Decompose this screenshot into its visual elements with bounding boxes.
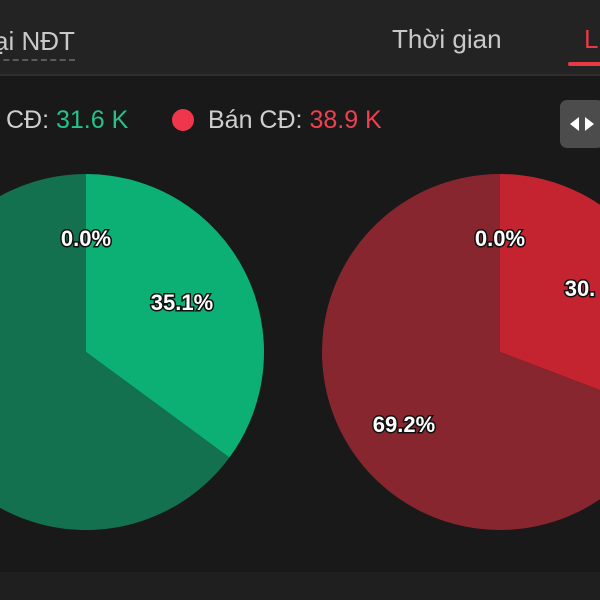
bottom-strip — [0, 572, 600, 600]
tab-investor-type[interactable]: ại NĐT — [0, 26, 75, 61]
active-tab-indicator — [568, 62, 600, 66]
tab-time[interactable]: Thời gian — [392, 24, 502, 54]
pie-slice-label: 69.2% — [373, 412, 435, 437]
legend-buy-label: CĐ: — [6, 106, 56, 134]
legend-sell-label: Bán CĐ: — [208, 106, 310, 134]
left-right-arrows-icon — [570, 117, 594, 131]
pie-slice-label: 0.0% — [61, 226, 111, 251]
pie-slice — [322, 174, 600, 530]
pie-slice-label: 35.1% — [151, 290, 213, 315]
tab-active[interactable]: L — [584, 24, 599, 54]
pie-slice-label: 30. — [565, 276, 596, 301]
header-divider — [0, 74, 600, 76]
legend-sell-value: 38.9 K — [309, 106, 382, 134]
pie-chart-buy: 0.0% 35.1% — [0, 174, 264, 530]
pie-chart-sell: 0.0% 30. 69.2% — [322, 174, 600, 530]
pie-slice — [500, 174, 600, 391]
legend-sell: Bán CĐ: 38.9 K — [172, 106, 382, 135]
legend-buy-value: 31.6 K — [56, 106, 129, 134]
sell-dot-icon — [172, 109, 194, 131]
pie-slice — [0, 174, 230, 530]
header-bar — [0, 0, 600, 74]
scroll-toggle-button[interactable] — [560, 100, 600, 148]
pie-slice — [86, 174, 264, 458]
pie-slice-label: 0.0% — [475, 226, 525, 251]
legend-buy: CĐ: 31.6 K — [6, 106, 128, 135]
